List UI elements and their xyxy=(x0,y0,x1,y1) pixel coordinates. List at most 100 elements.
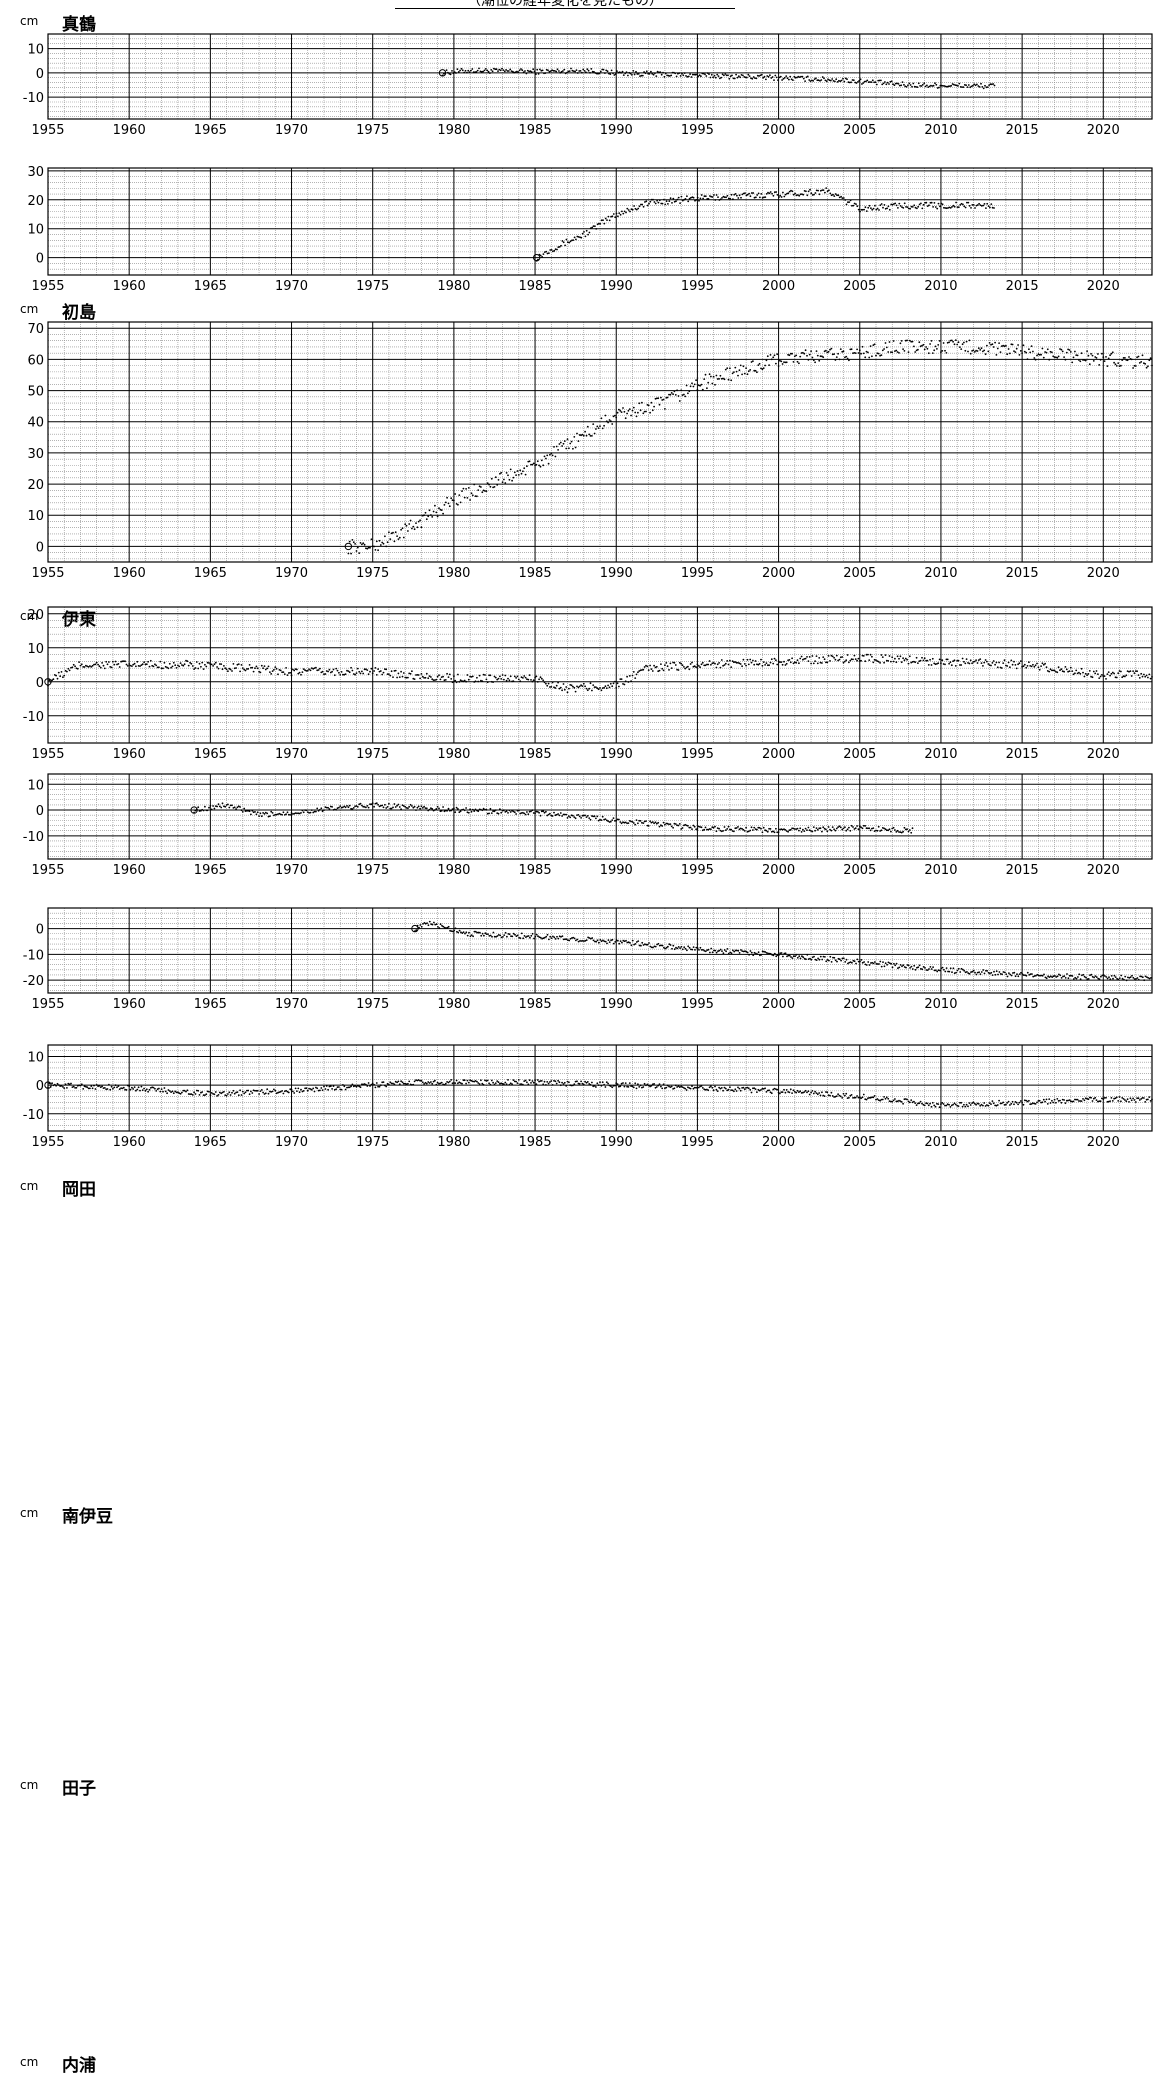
data-point xyxy=(598,222,600,225)
data-point xyxy=(631,1085,634,1088)
data-point xyxy=(741,193,744,196)
data-point xyxy=(486,681,489,684)
data-point xyxy=(572,1084,574,1087)
data-point xyxy=(930,664,933,666)
data-point xyxy=(578,434,581,436)
data-point xyxy=(672,197,675,200)
data-point xyxy=(440,810,443,812)
data-point xyxy=(553,1079,555,1082)
data-point xyxy=(888,341,891,343)
data-point xyxy=(1032,975,1035,978)
data-point xyxy=(1143,673,1145,676)
data-point xyxy=(560,244,562,247)
data-point xyxy=(266,1088,269,1091)
data-point xyxy=(581,685,584,687)
data-point xyxy=(1000,345,1003,347)
data-point xyxy=(872,207,875,210)
data-point xyxy=(810,192,813,195)
data-point xyxy=(1011,663,1014,666)
data-point xyxy=(827,350,830,353)
data-point xyxy=(419,1079,421,1082)
data-point xyxy=(946,1103,949,1106)
data-point xyxy=(775,659,777,662)
data-point xyxy=(814,660,816,662)
data-point xyxy=(959,971,962,973)
data-point xyxy=(857,352,860,354)
data-point xyxy=(1025,666,1028,669)
station-name: 内浦 xyxy=(62,2056,96,2076)
data-point xyxy=(1061,1098,1064,1101)
data-point xyxy=(660,73,663,76)
data-point xyxy=(747,370,750,373)
data-point xyxy=(881,349,884,352)
data-point xyxy=(408,1080,411,1083)
data-point xyxy=(622,683,624,685)
data-point xyxy=(89,665,91,667)
data-point xyxy=(547,462,550,465)
data-point xyxy=(627,74,629,77)
data-point xyxy=(670,667,673,669)
data-point xyxy=(668,943,671,946)
data-point xyxy=(144,663,147,666)
data-point xyxy=(718,378,720,380)
data-point xyxy=(838,658,841,661)
data-point xyxy=(347,552,350,555)
data-point xyxy=(806,75,809,78)
data-point xyxy=(815,655,818,657)
data-point xyxy=(883,1096,885,1098)
data-point xyxy=(430,514,432,516)
data-point xyxy=(880,354,883,356)
data-point xyxy=(737,949,740,952)
data-point xyxy=(424,676,427,679)
data-point xyxy=(699,826,701,828)
data-point xyxy=(844,356,846,359)
data-point xyxy=(618,818,620,821)
x-tick-label: 1955 xyxy=(31,747,64,762)
data-point xyxy=(593,1085,596,1087)
data-point xyxy=(539,1080,542,1082)
data-point xyxy=(839,656,842,659)
data-point xyxy=(617,215,619,218)
data-point xyxy=(978,202,980,205)
data-point xyxy=(822,1094,825,1097)
data-point xyxy=(227,803,229,806)
data-point xyxy=(599,818,601,821)
data-point xyxy=(826,830,829,833)
data-point xyxy=(167,667,170,670)
data-point xyxy=(572,685,574,688)
data-point xyxy=(625,71,628,74)
data-point xyxy=(377,1085,379,1088)
data-point xyxy=(1121,676,1124,679)
data-point xyxy=(523,467,526,470)
data-point xyxy=(881,1098,884,1101)
data-point xyxy=(798,362,800,365)
data-point xyxy=(827,78,829,81)
data-point xyxy=(953,205,956,208)
data-point xyxy=(543,811,546,814)
data-point xyxy=(596,687,599,690)
data-point xyxy=(767,952,769,955)
data-point xyxy=(603,222,606,225)
data-point xyxy=(539,936,542,939)
data-point xyxy=(129,1088,132,1091)
data-point xyxy=(669,393,672,396)
data-point xyxy=(1002,971,1005,973)
data-point xyxy=(714,383,716,386)
data-point xyxy=(450,809,453,812)
data-point xyxy=(696,663,699,666)
data-point xyxy=(961,1105,964,1108)
data-point xyxy=(581,814,584,817)
data-point xyxy=(771,192,773,195)
data-point xyxy=(770,77,773,79)
data-point xyxy=(323,673,325,676)
data-point xyxy=(875,829,877,832)
data-point xyxy=(829,955,832,958)
data-point xyxy=(802,658,804,661)
data-point xyxy=(753,1087,756,1090)
data-point xyxy=(865,827,868,830)
data-point xyxy=(296,812,298,815)
data-point xyxy=(657,942,660,945)
data-point xyxy=(1069,351,1072,353)
data-point xyxy=(693,665,696,668)
data-point xyxy=(1129,976,1132,979)
